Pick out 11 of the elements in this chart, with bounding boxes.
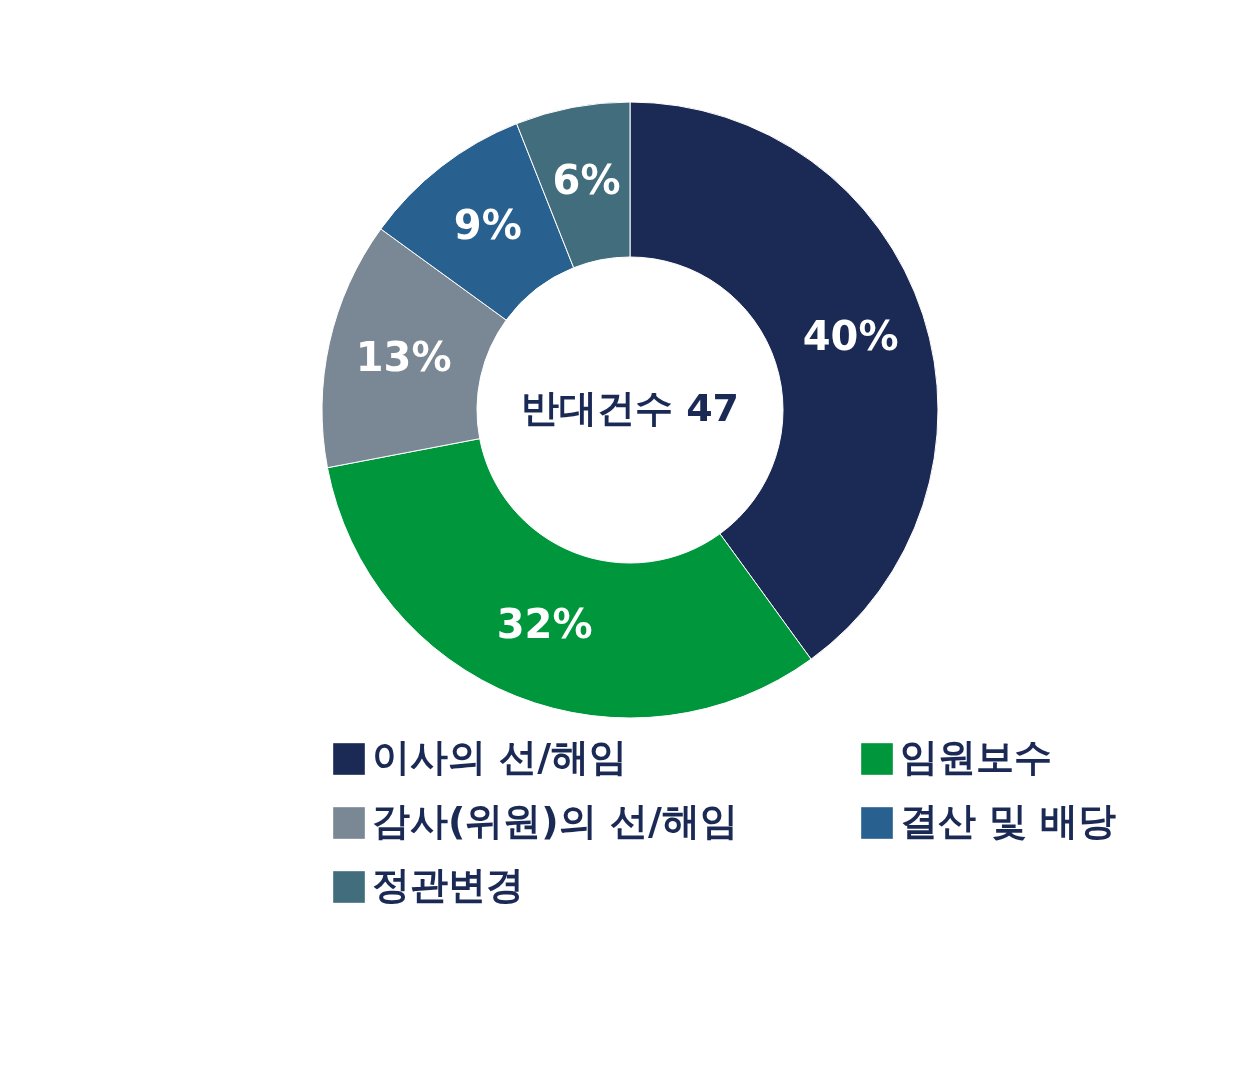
- legend-label: 정관변경: [372, 863, 524, 907]
- legend-label: 이사의 선/해임: [372, 735, 628, 779]
- legend-label: 결산 및 배당: [900, 799, 1117, 843]
- data-label: 40%: [802, 313, 899, 360]
- data-label: 13%: [355, 334, 452, 381]
- data-label: 6%: [552, 157, 621, 204]
- data-label: 32%: [496, 600, 593, 647]
- data-label: 9%: [453, 201, 522, 248]
- text: 반대건수 47: [520, 386, 740, 430]
- legend-label: 임원보수: [900, 735, 1052, 779]
- legend-label: 감사(위원)의 선/해임: [372, 799, 738, 843]
